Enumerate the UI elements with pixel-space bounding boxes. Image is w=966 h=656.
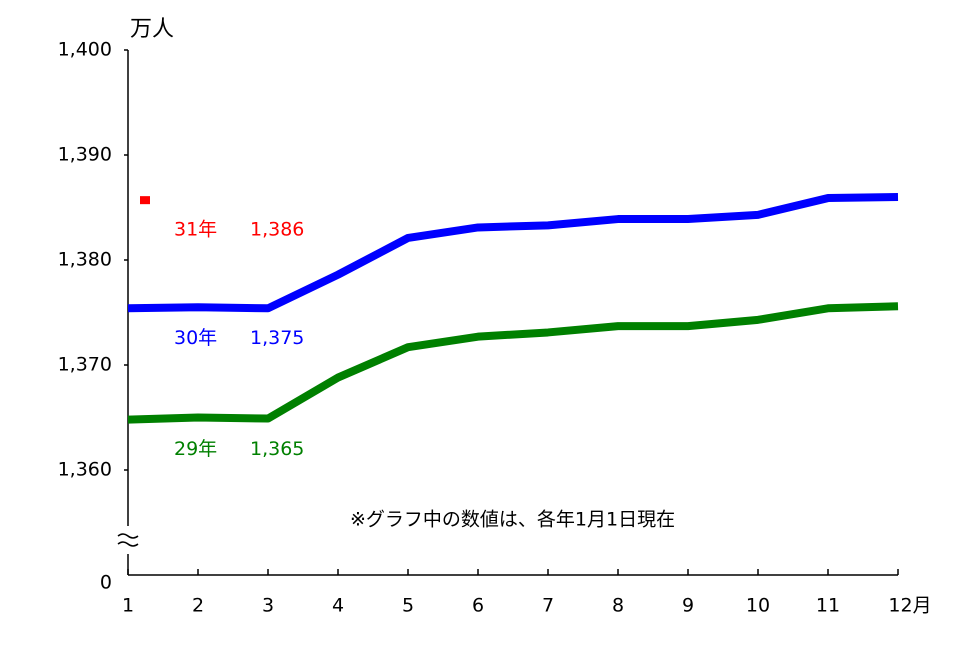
x-tick-label: 7 [542, 595, 554, 617]
x-tick-label: 12月 [888, 595, 931, 617]
line [127, 302, 899, 424]
series-name: 31年 [174, 219, 217, 241]
y-tick-label: 1,380 [58, 249, 112, 271]
y-tick-label: 1,400 [58, 39, 112, 61]
data-label: 1,375 [250, 327, 304, 349]
x-tick-label: 11 [816, 595, 840, 617]
x-tick-label: 5 [402, 595, 414, 617]
y-tick-label: 0 [100, 572, 112, 594]
x-tick-label: 3 [262, 595, 274, 617]
line-mark [140, 196, 150, 205]
x-tick-label: 4 [332, 595, 344, 617]
y-axis-label: 万人 [130, 17, 174, 42]
x-tick-label: 10 [746, 595, 770, 617]
x-tick-label: 1 [122, 595, 134, 617]
x-tick-label: 2 [192, 595, 204, 617]
y-tick-label: 1,390 [58, 144, 112, 166]
axis-break [117, 533, 139, 547]
line [127, 193, 899, 313]
series-name: 29年 [174, 438, 217, 460]
y-tick-label: 1,370 [58, 354, 112, 376]
data-label: 1,386 [250, 219, 304, 241]
note: ※グラフ中の数値は、各年1月1日現在 [350, 509, 675, 531]
y-tick-label: 1,360 [58, 459, 112, 481]
series-name: 30年 [174, 327, 217, 349]
x-tick-label: 6 [472, 595, 484, 617]
x-tick-label: 9 [682, 595, 694, 617]
data-label: 1,365 [250, 438, 304, 460]
x-tick-label: 8 [612, 595, 624, 617]
